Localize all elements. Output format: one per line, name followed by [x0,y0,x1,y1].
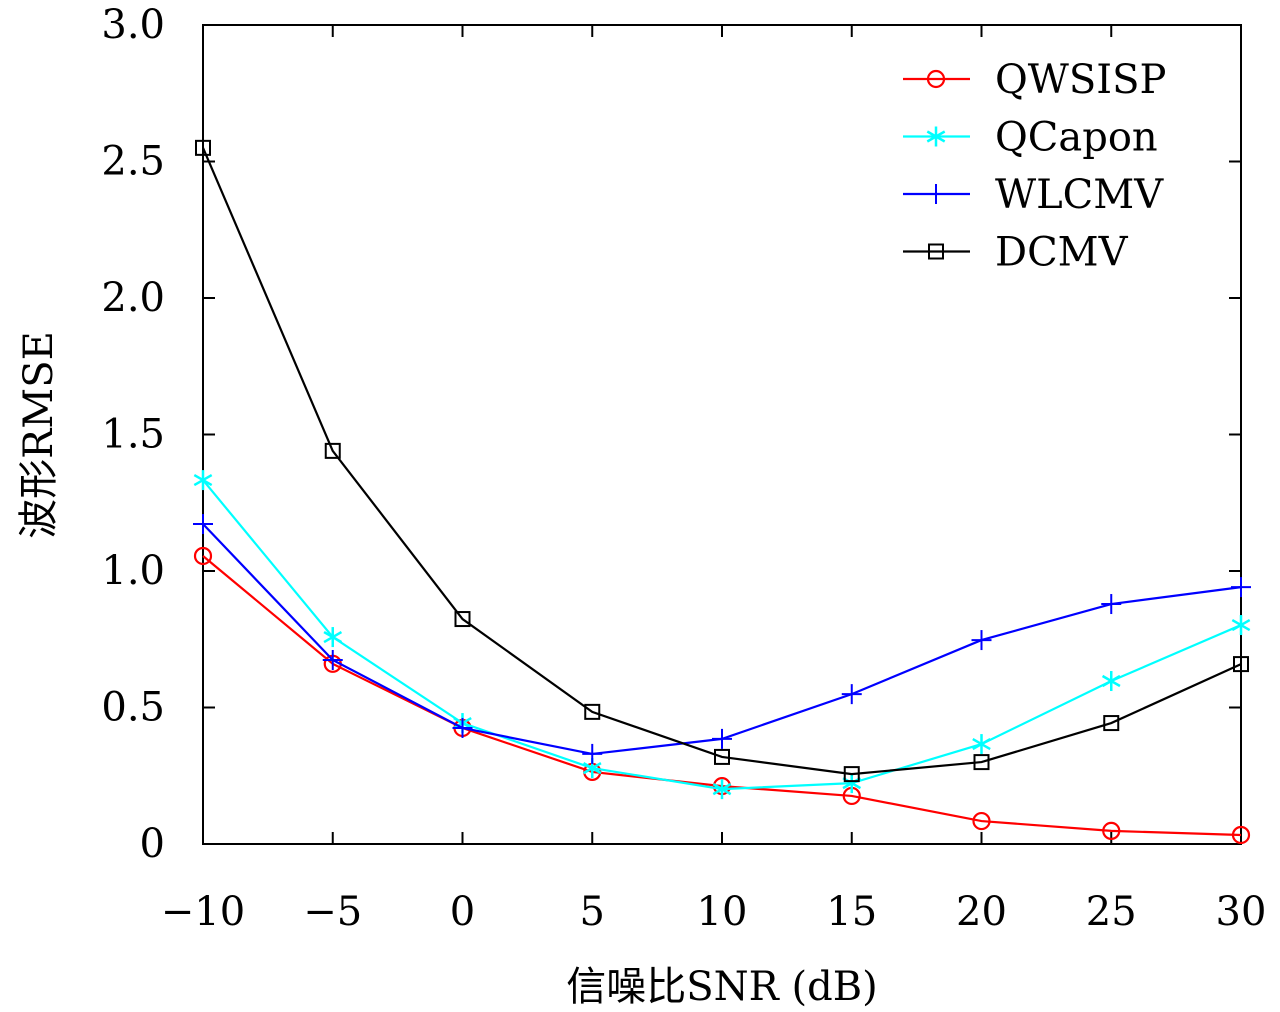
series-line [202,523,1242,756]
circle-marker [1231,825,1251,845]
square-marker [324,442,341,459]
square-marker [714,748,730,765]
marker-square [584,703,601,720]
marker-circle [1231,825,1251,845]
marker-square [195,139,211,156]
marker-plus [1231,577,1251,598]
marker-asterisk [712,779,732,800]
marker-plus [971,630,992,651]
legend-item: WLCMV [903,172,1164,218]
x-tick-label: 10 [697,889,748,935]
square-marker [195,139,211,156]
x-tick-label: −5 [303,889,362,935]
legend-item: DCMV [903,230,1129,276]
circle-marker [1102,821,1121,840]
x-tick-label: 25 [1086,889,1137,935]
series-dcmv [195,139,1249,783]
circle-marker [193,546,213,566]
asterisk-stroke [972,737,991,751]
asterisk-stroke [323,630,343,644]
marker-circle [193,546,213,566]
series-wlcmv [193,514,1251,764]
series-qcapon [193,470,1251,800]
legend-label: DCMV [995,230,1129,276]
marker-plus [926,184,946,204]
x-tick-label: 0 [450,889,475,935]
marker-asterisk [1101,671,1121,692]
asterisk-stroke [1231,618,1251,632]
square-marker [1103,715,1120,732]
x-tick-label: 5 [580,889,605,935]
legend-label: WLCMV [995,172,1164,218]
y-tick-label: 0 [140,821,165,867]
asterisk-stroke [712,783,732,796]
marker-square [1233,656,1249,673]
legend-item: QWSISP [903,57,1166,103]
series-line [201,147,1242,776]
square-marker [454,611,471,628]
marker-square [714,748,730,765]
marker-circle [972,811,991,831]
marker-asterisk [972,734,991,755]
x-tick-label: 15 [826,889,877,935]
marker-plus [712,728,732,749]
asterisk-stroke [926,130,946,143]
marker-asterisk [1231,615,1251,636]
y-axis-label: 波形RMSE [16,331,62,539]
marker-plus [841,684,862,705]
asterisk-stroke [842,777,862,790]
marker-plus [322,649,343,670]
y-tick-label: 2.5 [101,139,165,185]
marker-circle [926,69,946,89]
marker-square [324,442,341,459]
square-marker [584,703,601,720]
y-tick-label: 0.5 [101,685,165,731]
y-tick-label: 1.5 [101,412,165,458]
marker-asterisk [323,627,343,648]
marker-square [843,766,860,783]
y-tick-label: 3.0 [101,2,165,48]
asterisk-stroke [582,762,602,775]
marker-plus [582,743,603,764]
marker-plus [452,717,473,738]
marker-plus [193,514,213,535]
marker-square [1103,715,1120,732]
legend-label: QWSISP [995,57,1166,103]
legend-item: QCapon [903,115,1158,161]
square-marker [843,766,860,783]
x-tick-label: 30 [1216,889,1267,935]
x-tick-label: 20 [956,889,1007,935]
square-marker [928,243,944,260]
x-tick-label: −10 [161,889,245,935]
asterisk-stroke [193,474,213,487]
marker-plus [1101,594,1122,615]
marker-square [973,754,990,771]
circle-marker [926,69,946,89]
asterisk-stroke [1101,674,1121,688]
square-marker [1233,656,1249,673]
y-tick-label: 1.0 [101,548,165,594]
marker-asterisk [842,773,862,794]
square-marker [973,754,990,771]
legend-label: QCapon [995,115,1158,161]
marker-asterisk [926,126,946,147]
circle-marker [972,811,991,831]
marker-circle [1102,821,1121,840]
marker-square [454,611,471,628]
marker-square [928,243,944,260]
marker-asterisk [193,470,213,491]
x-axis-label: 信噪比SNR (dB) [566,964,877,1010]
y-tick-label: 2.0 [101,275,165,321]
